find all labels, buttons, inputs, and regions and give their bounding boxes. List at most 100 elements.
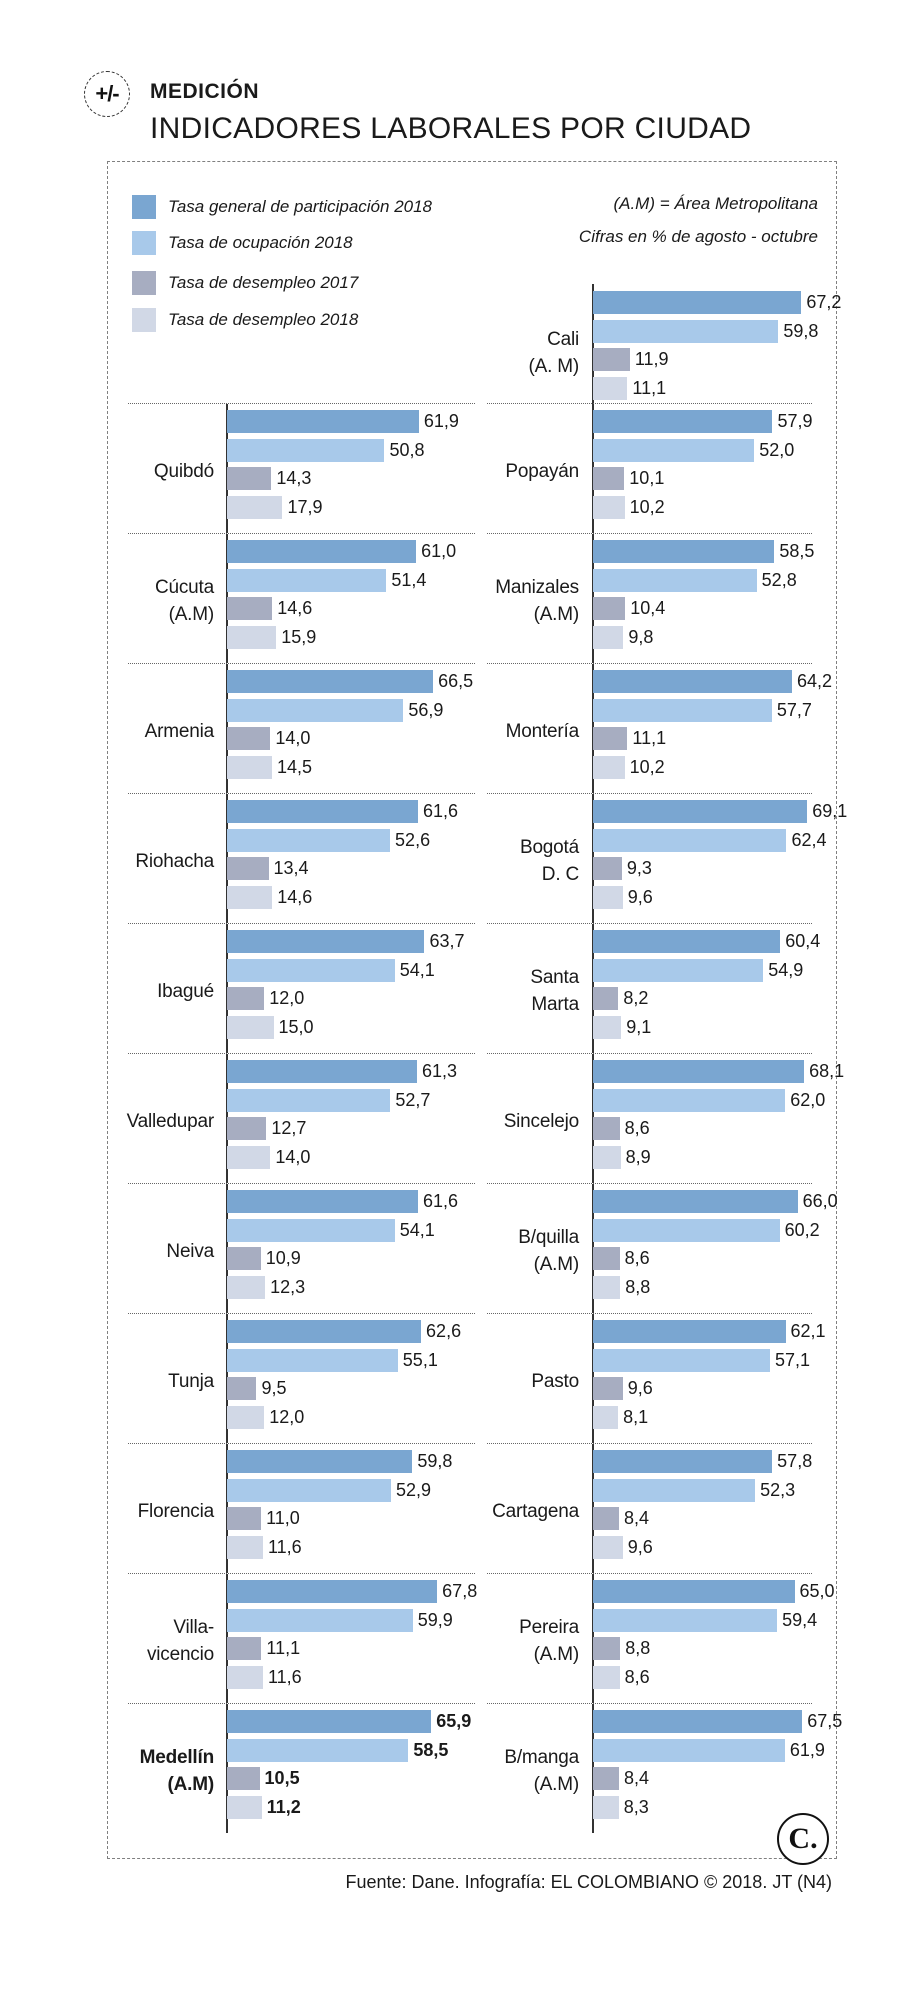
bar-desempleo-2018 [227,1275,266,1299]
city-axis [592,1704,594,1833]
bar-desempleo-2018 [593,625,624,649]
data-label: 14,3 [276,468,312,488]
city-axis [226,1704,228,1833]
bar-participacion-2018 [227,1190,418,1213]
data-label: 14,6 [277,598,313,618]
city-label: B/manga (A.M) [439,1744,579,1798]
data-label: 9,1 [626,1016,652,1037]
row-separator [128,403,475,404]
bar-desempleo-2018 [593,1015,622,1039]
data-label: 63,7 [429,931,465,951]
bar-participacion-2018 [227,670,434,693]
city-label: Villa-vicencio [74,1614,214,1668]
bar-desempleo-2017 [593,727,628,750]
data-label: 55,1 [402,1349,438,1370]
data-label: 11,6 [267,1536,302,1557]
city-label: Santa Marta [439,964,579,1018]
bar-desempleo-2017 [593,597,626,620]
city-axis [592,924,594,1053]
bar-desempleo-2017 [227,1507,262,1530]
city-label: Pereira (A.M) [439,1614,579,1668]
city-label-line: D. C [541,864,579,885]
city-axis [592,664,594,793]
city-label: Riohacha [74,848,214,875]
city-label: Armenia [74,718,215,745]
bar-ocupacion-2018 [227,958,395,982]
data-label: 9,8 [628,626,654,647]
data-label: 9,6 [627,886,653,907]
bar-ocupacion-2018 [593,958,764,982]
data-label: 61,6 [422,1191,458,1211]
city-label-line: (A.M) [167,1774,215,1795]
city-label-line: Riohacha [135,850,214,872]
data-label: 67,8 [442,1581,478,1601]
row-separator [128,923,475,924]
bar-participacion-2018 [227,1320,422,1343]
bar-desempleo-2018 [593,495,625,519]
bar-participacion-2018 [593,1710,803,1733]
city-label-line: B/quilla [518,1227,579,1248]
row-separator [128,1053,475,1054]
bar-desempleo-2017 [593,987,619,1010]
data-label: 10,9 [265,1248,301,1268]
data-label: 59,4 [782,1609,818,1630]
bar-desempleo-2017 [227,467,272,490]
section-kicker: MEDICIÓN [150,80,259,103]
city-label-line: Armenia [144,720,215,742]
bar-participacion-2018 [593,1190,798,1213]
bar-desempleo-2017 [227,1117,267,1140]
bar-desempleo-2018 [593,1405,619,1429]
bar-desempleo-2018 [593,376,628,400]
bar-ocupacion-2018 [227,1608,413,1632]
city-label-line: (A.M) [533,604,580,625]
bar-ocupacion-2018 [227,1738,409,1762]
data-label: 66,5 [438,671,474,691]
city-label-line: Bogotá [519,837,579,858]
el-colombiano-logo: C. [777,1813,829,1865]
data-label: 14,0 [275,728,311,748]
bar-desempleo-2017 [227,1247,261,1270]
bar-desempleo-2017 [593,1247,620,1270]
bar-desempleo-2018 [227,1405,265,1429]
bar-participacion-2018 [593,670,793,693]
row-separator [128,1313,475,1314]
city-label-line: B/manga [504,1747,579,1768]
city-axis [592,1184,594,1313]
data-label: 62,4 [791,829,827,850]
bar-desempleo-2018 [227,495,283,519]
data-label: 10,2 [629,756,665,777]
data-label: 14,6 [277,886,313,907]
data-label: 12,3 [270,1276,306,1297]
legend-label: Tasa de desempleo 2018 [168,310,359,329]
data-label: 57,7 [776,699,812,720]
bar-desempleo-2018 [593,755,625,779]
city-label-line: Neiva [166,1240,214,1262]
bar-ocupacion-2018 [593,1088,786,1112]
legend-item: Tasa de ocupación 2018 [132,230,353,256]
bar-ocupacion-2018 [227,1088,391,1112]
city-label-line: Tunja [168,1370,214,1392]
data-label: 52,8 [761,569,797,590]
city-axis [592,284,594,406]
city-label: Pasto [439,1368,579,1395]
city-axis [226,924,228,1053]
data-label: 9,6 [627,1378,653,1398]
data-label: 8,8 [625,1638,651,1658]
bar-ocupacion-2018 [227,828,391,852]
data-label: 14,0 [275,1146,311,1167]
bar-ocupacion-2018 [227,1478,391,1502]
data-label: 8,6 [624,1118,650,1138]
data-label: 67,2 [806,292,842,312]
legend-swatch [132,271,156,295]
data-label: 12,7 [271,1118,307,1138]
row-separator [487,1183,812,1184]
row-separator [487,793,812,794]
data-label: 52,7 [395,1089,431,1110]
data-label: 9,3 [626,858,652,878]
city-label: Bogotá D. C [439,834,579,888]
city-label: Montería [439,718,580,745]
bar-desempleo-2018 [593,1275,621,1299]
data-label: 10,2 [629,496,665,517]
row-separator [487,533,812,534]
city-axis [226,534,228,663]
